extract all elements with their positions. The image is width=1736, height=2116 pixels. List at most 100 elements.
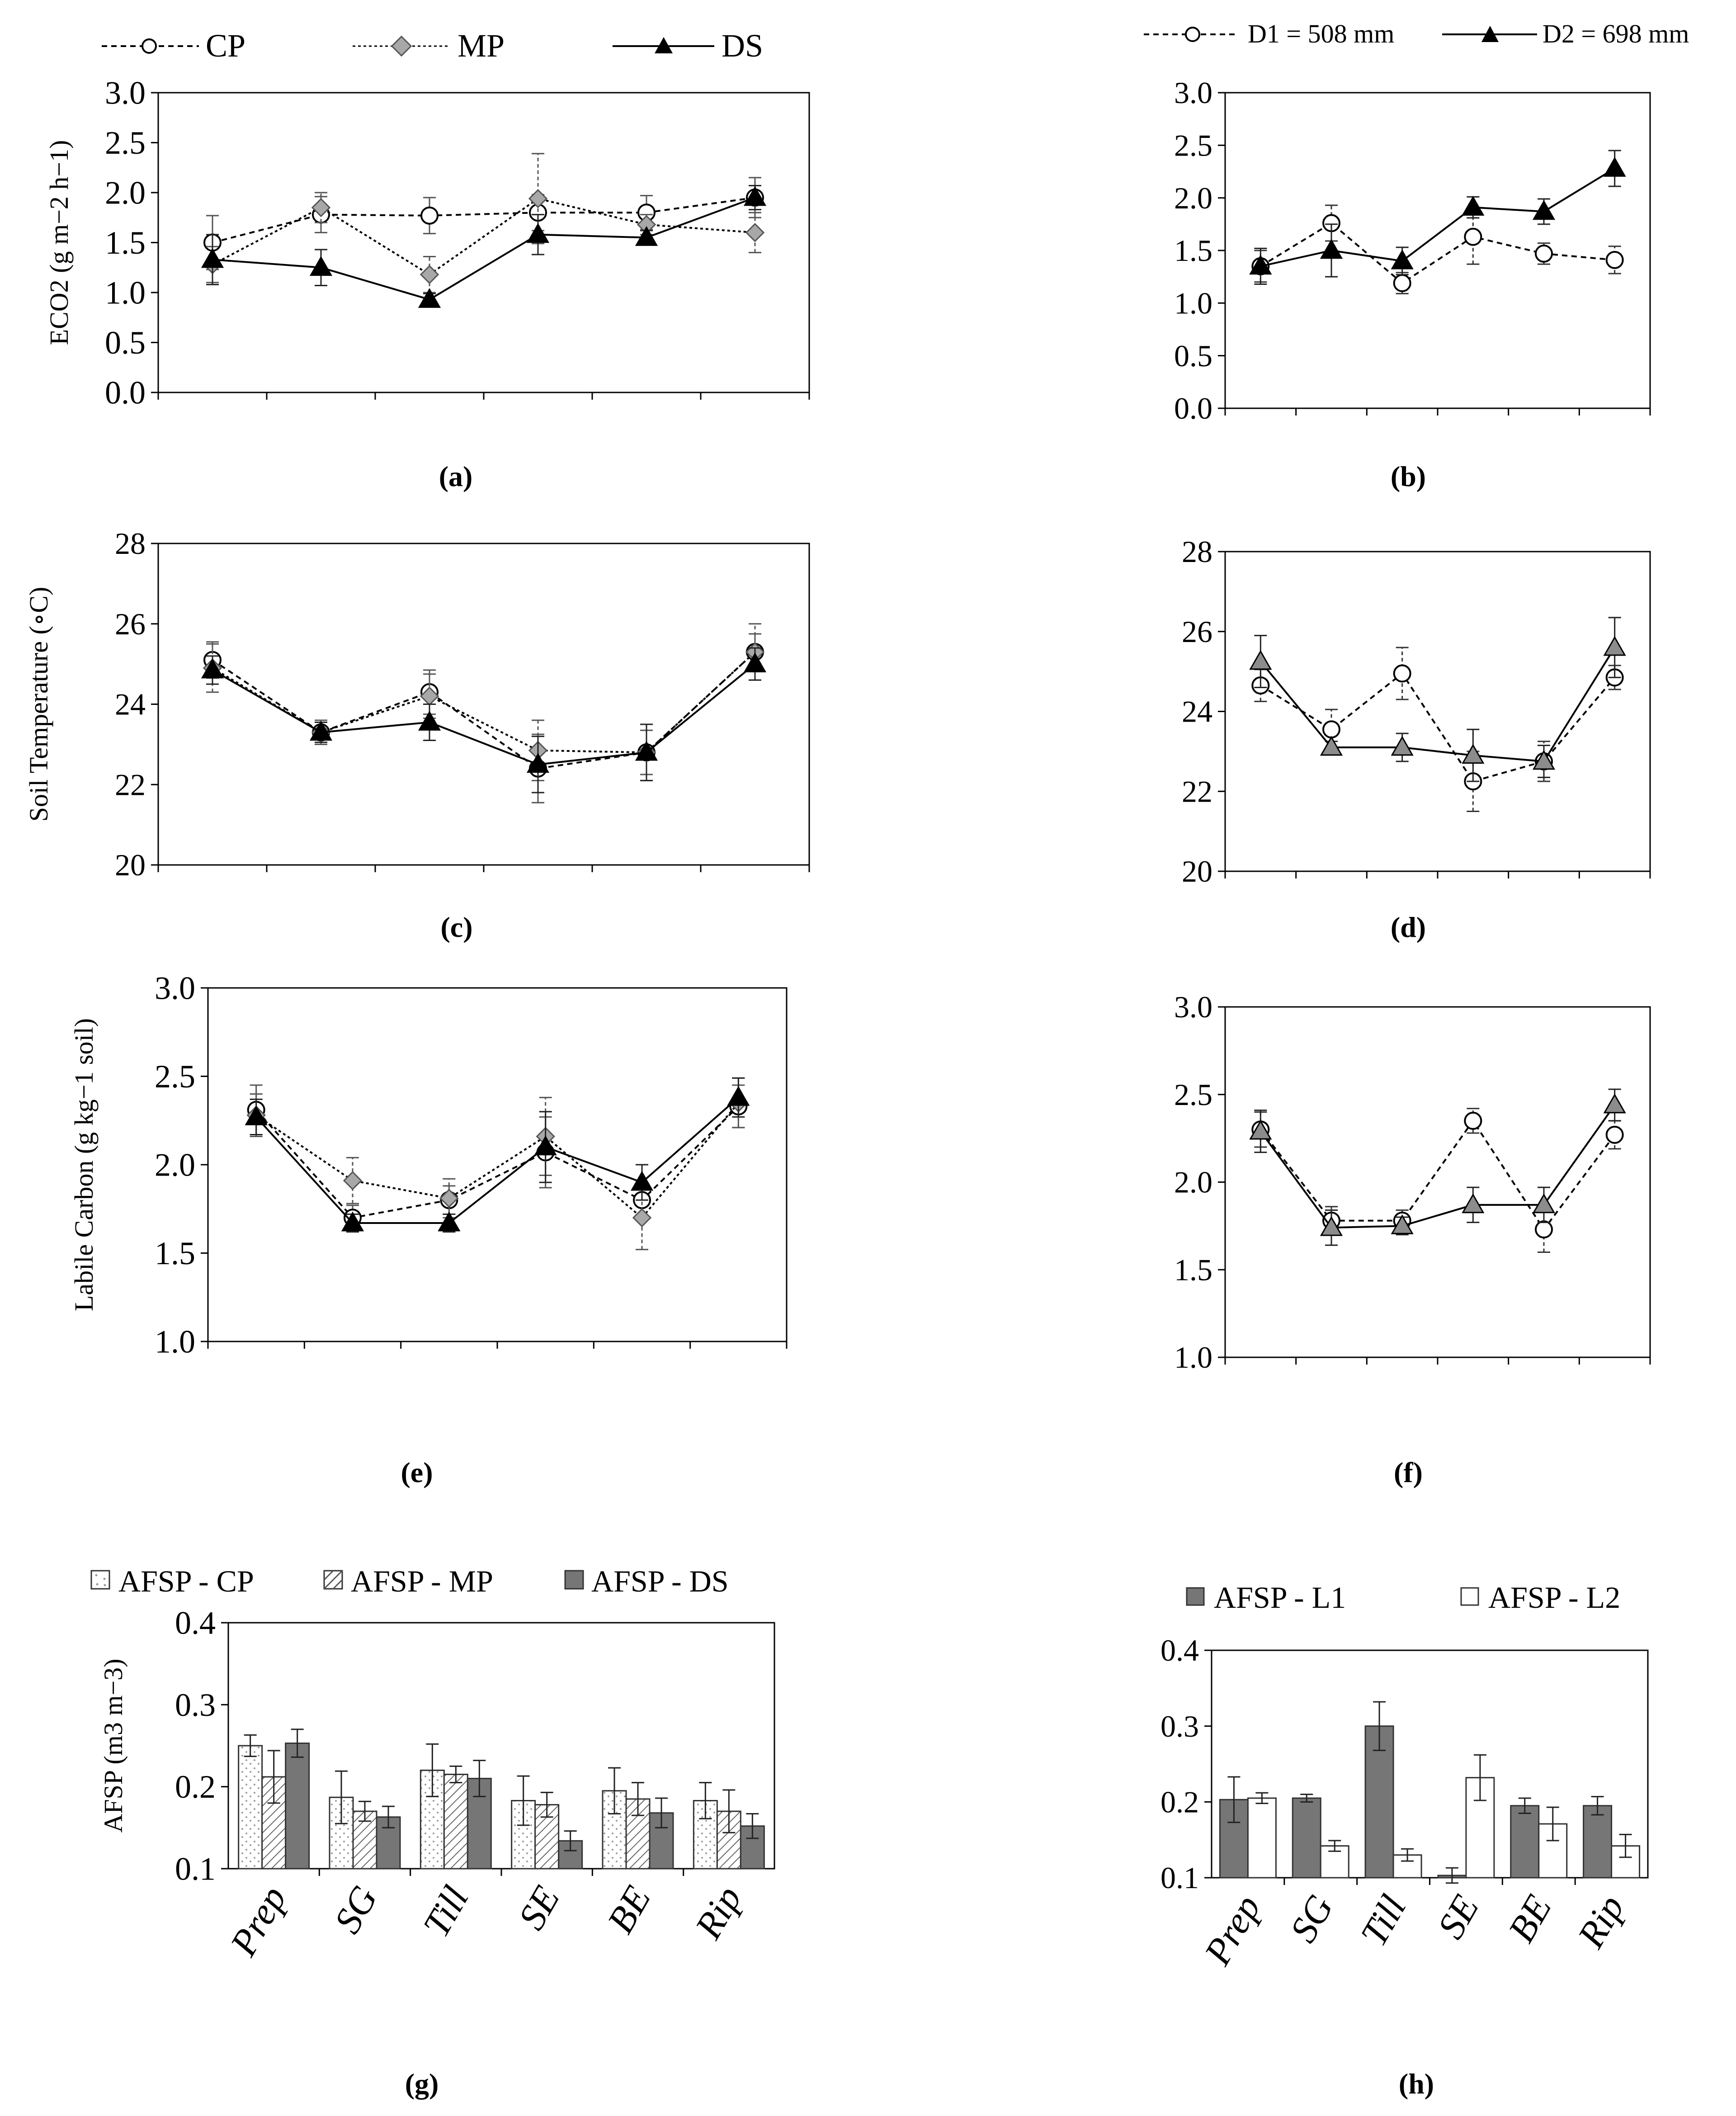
y-tick-label: 0.5 [105, 325, 146, 361]
series-line [255, 1096, 739, 1224]
legend-afsp-tillage: AFSP - CP AFSP - MP AFSP - DS [90, 1564, 729, 1598]
data-point [1249, 650, 1272, 670]
data-point [1603, 156, 1626, 177]
data-point [743, 652, 767, 672]
y-tick-label: 0.2 [175, 1769, 216, 1805]
legend-afsp-layer: AFSP - L1 AFSP - L2 [1186, 1580, 1620, 1615]
y-tick-label: 24 [1182, 694, 1212, 729]
data-point [637, 215, 656, 234]
series-line [1260, 672, 1616, 783]
series-line [1260, 1104, 1616, 1229]
y-tick-label: 3.0 [1174, 990, 1212, 1024]
y-tick-label: 28 [1182, 534, 1212, 569]
x-category-label: Prep [1196, 1888, 1269, 1972]
data-point [1605, 250, 1624, 269]
y-tick-label: 0.5 [1174, 339, 1212, 373]
y-tick-label: 22 [115, 767, 146, 802]
series-line [212, 197, 755, 244]
data-point [1462, 744, 1485, 764]
series-d1-508-mm [1251, 204, 1624, 294]
y-tick-label: 1.0 [155, 1323, 195, 1360]
data-point [343, 1171, 363, 1190]
y-tick-label: 2.0 [155, 1147, 195, 1183]
y-axis-label: Labile Carbon (g kg−1 soil) [69, 1018, 99, 1311]
plot-frame [1211, 1649, 1649, 1879]
series-mp [203, 623, 765, 781]
legend-cp-marker [142, 38, 157, 54]
data-point [1322, 720, 1340, 739]
panel-label-e: (e) [401, 1456, 433, 1488]
chart-afsp-layer: 0.1 0.2 0.3 0.4 Prep SG Till SE BE Rip [1160, 1633, 1649, 1972]
data-point [1391, 736, 1414, 756]
legend-afsp-ds-label: AFSP - DS [591, 1564, 729, 1598]
legend-mp-label: MP [458, 28, 505, 64]
series-mp [246, 1077, 748, 1251]
data-point [528, 189, 548, 208]
x-category-label: SE [510, 1879, 568, 1937]
y-tick-label: 26 [115, 607, 146, 641]
panel-label-d: (d) [1391, 911, 1426, 943]
y-tick-label: 0.1 [1160, 1861, 1199, 1895]
series-line [1260, 167, 1615, 267]
data-point [1320, 736, 1343, 756]
y-tick-label: 0.4 [1160, 1633, 1199, 1667]
chart-soil-temperature-tillage: 20 22 24 26 28 Soil Temperature (∘C) [24, 526, 810, 882]
legend-ds-marker [655, 37, 673, 53]
series-d1-508-mm [1251, 647, 1624, 812]
y-tick-label: 2.0 [1174, 1165, 1212, 1200]
bar-afsp-mp [443, 1773, 468, 1870]
data-point [632, 1208, 652, 1228]
data-point [245, 1105, 268, 1125]
bar-afsp-ds [285, 1743, 310, 1870]
data-point [1462, 196, 1485, 216]
x-category-label: Rip [1570, 1888, 1632, 1955]
data-point [1249, 1119, 1272, 1140]
data-point [201, 248, 224, 268]
bar-afsp-l2 [1247, 1797, 1277, 1879]
plot-frame [227, 1622, 775, 1870]
data-point [1532, 200, 1556, 220]
series-ds [201, 647, 767, 794]
data-point [743, 186, 767, 206]
series-ds [201, 185, 767, 308]
legend-afsp-ds-swatch [564, 1570, 584, 1590]
data-point [526, 223, 550, 243]
chart-eco2-deficit: 0.0 0.5 1.0 1.5 2.0 2.5 3.0 [1174, 76, 1651, 425]
data-point [635, 741, 658, 761]
data-point [309, 256, 333, 276]
legend-d1-label: D1 = 508 mm [1248, 19, 1394, 48]
data-point [1535, 244, 1553, 263]
data-point [420, 265, 439, 284]
series-line [212, 663, 756, 765]
y-axis-label: ECO2 (g m−2 h−1) [44, 140, 74, 345]
data-point [418, 710, 441, 731]
panel-label-h: (h) [1399, 2068, 1434, 2100]
chart-afsp-tillage: 0.1 0.2 0.3 0.4 AFSP (m3 m−3) Prep SG Till SE BE R… [99, 1605, 775, 1963]
y-tick-label: 24 [115, 687, 146, 722]
data-point [1391, 249, 1414, 269]
series-line [212, 198, 755, 276]
legend-mp-marker [391, 35, 412, 57]
data-point [420, 686, 439, 706]
legend-afsp-l1-label: AFSP - L1 [1214, 1580, 1346, 1615]
data-point [1532, 1193, 1556, 1214]
y-tick-label: 1.5 [105, 225, 146, 261]
bar-afsp-l1 [1292, 1797, 1321, 1879]
chart-eco2-tillage: 0.0 0.5 1.0 1.5 2.0 2.5 3.0 ECO2 (g m−2 h−1) [44, 75, 810, 411]
y-tick-label: 1.5 [1174, 233, 1212, 268]
y-tick-label: 2.0 [105, 175, 146, 211]
chart-labile-carbon-deficit: 1.0 1.5 2.0 2.5 3.0 [1174, 990, 1651, 1374]
data-point [438, 1211, 461, 1232]
x-category-label: SG [326, 1879, 386, 1940]
y-tick-label: 2.5 [155, 1058, 195, 1095]
series-d2-698-mm [1249, 617, 1626, 782]
y-tick-label: 0.0 [105, 374, 146, 411]
series-line [212, 651, 756, 754]
y-tick-label: 1.5 [1174, 1252, 1212, 1287]
y-tick-label: 2.5 [1174, 1077, 1212, 1112]
plot-frame [157, 92, 810, 393]
data-point [1393, 664, 1411, 683]
y-tick-label: 1.5 [155, 1235, 195, 1271]
data-point [439, 1189, 459, 1208]
bar-afsp-l1 [1583, 1805, 1613, 1879]
